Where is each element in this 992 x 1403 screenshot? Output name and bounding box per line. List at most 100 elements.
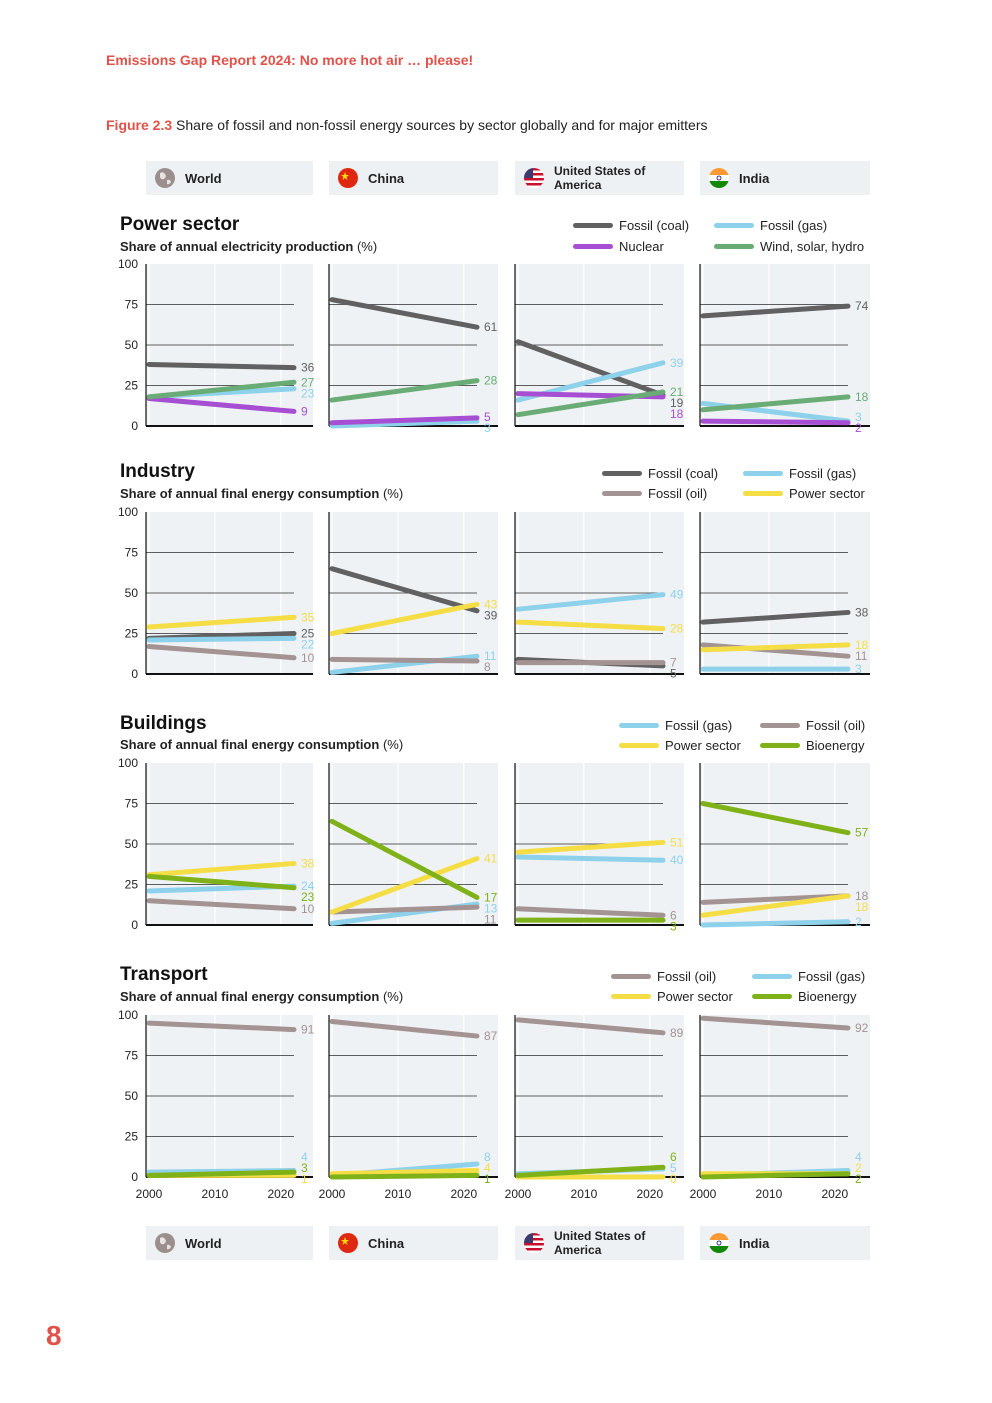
legend-item: Fossil (gas) bbox=[619, 718, 732, 733]
y-tick-label: 25 bbox=[125, 627, 139, 641]
legend-label: Power sector bbox=[657, 989, 733, 1004]
legend-item: Fossil (coal) bbox=[602, 466, 718, 481]
legend-swatch bbox=[714, 223, 754, 228]
legend-item: Fossil (gas) bbox=[714, 218, 827, 233]
legend-label: Fossil (coal) bbox=[619, 218, 690, 233]
legend-item: Fossil (coal) bbox=[573, 218, 689, 233]
series-line bbox=[146, 898, 297, 912]
x-tick-label: 2000 bbox=[505, 1187, 532, 1201]
section-title-industry: Industry bbox=[120, 461, 195, 482]
series-line bbox=[700, 919, 851, 928]
legend-label: Bioenergy bbox=[798, 989, 857, 1004]
legend-label: Fossil (gas) bbox=[665, 718, 733, 733]
legend-swatch bbox=[752, 994, 792, 999]
end-value-label: 5 bbox=[484, 410, 491, 424]
series-line bbox=[146, 1020, 297, 1033]
series-line bbox=[515, 1017, 666, 1036]
legend-label: Fossil (oil) bbox=[657, 969, 717, 984]
series-line bbox=[700, 1015, 851, 1031]
series-line bbox=[515, 1164, 666, 1178]
end-value-label: 3 bbox=[484, 421, 491, 435]
country-tab-china: China bbox=[329, 1226, 498, 1260]
end-value-label: 92 bbox=[855, 1021, 869, 1035]
end-value-label: 61 bbox=[484, 320, 498, 334]
legend-item: Fossil (gas) bbox=[743, 466, 856, 481]
country-label: United States of America bbox=[554, 164, 646, 192]
legend-item: Fossil (oil) bbox=[611, 969, 716, 984]
y-tick-label: 100 bbox=[118, 756, 138, 770]
legend-swatch bbox=[619, 743, 659, 748]
country-tab-world: World bbox=[146, 1226, 313, 1260]
subtitle-unit: (%) bbox=[356, 239, 378, 254]
x-tick-label: 2010 bbox=[385, 1187, 412, 1201]
end-value-label: 8 bbox=[484, 660, 491, 674]
x-tick-label: 2020 bbox=[636, 1187, 663, 1201]
end-value-label: 38 bbox=[855, 605, 869, 619]
legend-item: Bioenergy bbox=[752, 989, 857, 1004]
end-value-label: 28 bbox=[670, 622, 684, 636]
legend-item: Nuclear bbox=[573, 239, 664, 254]
legend-label: Fossil (coal) bbox=[648, 466, 719, 481]
legend-swatch bbox=[573, 223, 613, 228]
end-value-label: 10 bbox=[301, 902, 315, 916]
end-value-label: 7 bbox=[670, 656, 677, 670]
figure-caption-text: Share of fossil and non-fossil energy so… bbox=[176, 117, 708, 133]
end-value-label: 4 bbox=[484, 1161, 491, 1175]
x-tick-label: 2010 bbox=[571, 1187, 598, 1201]
usa-flag-icon bbox=[524, 1233, 544, 1253]
series-line bbox=[700, 893, 851, 918]
y-tick-label: 75 bbox=[125, 797, 139, 811]
end-value-label: 21 bbox=[670, 385, 684, 399]
country-tab-usa: United States of America bbox=[515, 161, 684, 195]
end-value-label: 25 bbox=[301, 627, 315, 641]
series-line bbox=[329, 1168, 480, 1177]
end-value-label: 6 bbox=[670, 1150, 677, 1164]
series-line bbox=[329, 418, 480, 429]
series-line bbox=[700, 642, 851, 653]
series-line bbox=[515, 339, 666, 398]
y-tick-label: 0 bbox=[131, 667, 138, 681]
end-value-label: 18 bbox=[855, 889, 869, 903]
legend-swatch bbox=[611, 994, 651, 999]
country-label: United States of America bbox=[554, 1229, 646, 1257]
end-value-label: 10 bbox=[301, 651, 315, 665]
legend-label: Wind, solar, hydro bbox=[760, 239, 865, 254]
end-value-label: 8 bbox=[484, 1150, 491, 1164]
end-value-label: 41 bbox=[484, 852, 498, 866]
country-header-bottom: World China United States of America bbox=[0, 1226, 992, 1260]
end-value-label: 2 bbox=[855, 1172, 862, 1186]
y-tick-label: 50 bbox=[125, 837, 139, 851]
end-value-label: 23 bbox=[301, 890, 315, 904]
x-tick-label: 2020 bbox=[450, 1187, 477, 1201]
usa-flag-icon bbox=[524, 168, 544, 188]
series-line bbox=[329, 415, 480, 426]
legend-item: Wind, solar, hydro bbox=[714, 239, 864, 254]
y-tick-label: 75 bbox=[125, 298, 139, 312]
end-value-label: 18 bbox=[855, 638, 869, 652]
end-value-label: 9 bbox=[301, 404, 308, 418]
series-line bbox=[146, 873, 297, 891]
legend-item: Fossil (oil) bbox=[760, 718, 865, 733]
series-line bbox=[329, 297, 480, 330]
section-subtitle-industry: Share of annual final energy consumption… bbox=[120, 486, 403, 501]
series-line bbox=[146, 643, 297, 661]
end-value-label: 18 bbox=[670, 407, 684, 421]
x-tick-label: 2020 bbox=[267, 1187, 294, 1201]
series-line bbox=[146, 395, 297, 414]
section-subtitle-power: Share of annual electricity production (… bbox=[120, 239, 377, 254]
end-value-label: 22 bbox=[301, 638, 315, 652]
subtitle-text: Share of annual electricity production bbox=[120, 239, 354, 254]
end-value-label: 2 bbox=[855, 421, 862, 435]
country-label: China bbox=[368, 170, 405, 186]
y-tick-label: 50 bbox=[125, 1089, 139, 1103]
y-tick-label: 50 bbox=[125, 338, 139, 352]
series-line bbox=[700, 418, 851, 426]
section-subtitle-buildings: Share of annual final energy consumption… bbox=[120, 737, 403, 752]
legend-item: Fossil (gas) bbox=[752, 969, 865, 984]
country-tab-china: China bbox=[329, 161, 498, 195]
end-value-label: 19 bbox=[670, 396, 684, 410]
legend-label: Fossil (oil) bbox=[806, 718, 866, 733]
series-line bbox=[515, 906, 666, 918]
end-value-label: 38 bbox=[301, 856, 315, 870]
y-tick-label: 100 bbox=[118, 1008, 138, 1022]
